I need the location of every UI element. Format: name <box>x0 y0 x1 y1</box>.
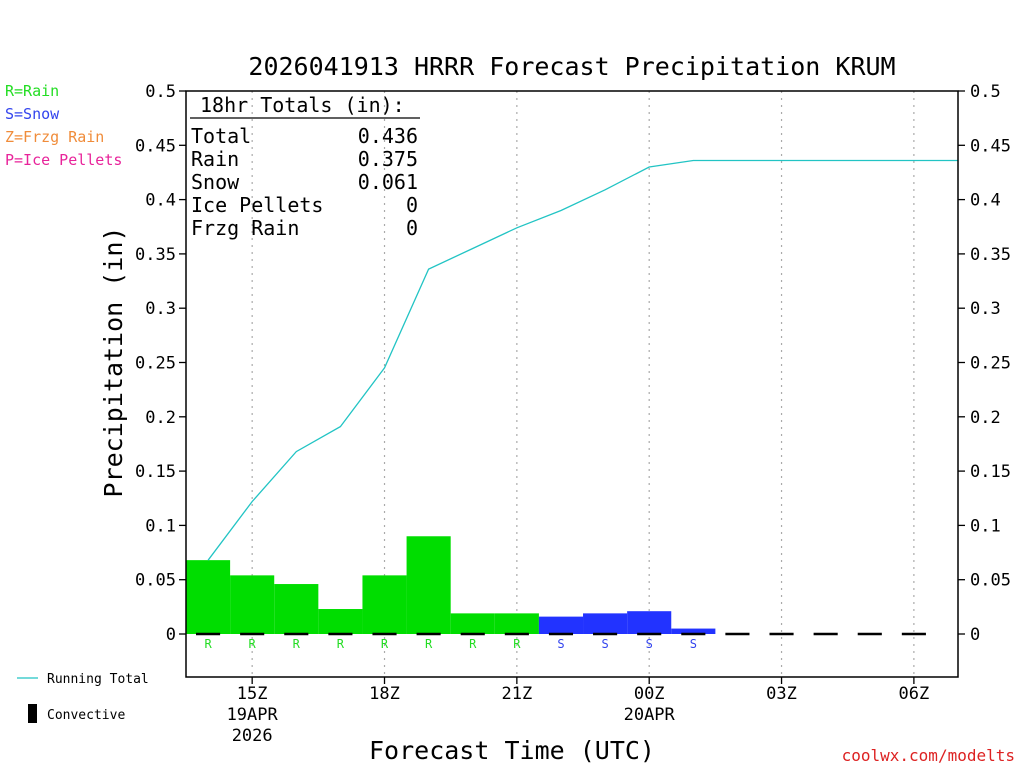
precip-type-letter: R <box>204 637 212 651</box>
y-tick-label-left: 0 <box>166 625 176 645</box>
totals-value: 0 <box>406 216 418 240</box>
precip-type-legend-item: P=Ice Pellets <box>5 151 122 169</box>
totals-box: 18hr Totals (in): Total 0.436 Rain 0.375 Sno… <box>190 93 420 240</box>
running-total-legend-label: Running Total <box>47 672 149 687</box>
y-tick-label-right: 0.5 <box>970 82 1001 102</box>
totals-label: Frzg Rain <box>191 216 299 240</box>
precip-bar <box>583 613 628 634</box>
totals-value: 0.061 <box>358 170 418 194</box>
precip-type-legend-item: S=Snow <box>5 105 60 123</box>
precip-bar <box>230 575 275 634</box>
precip-type-legend: R=Rain S=Snow Z=Frzg Rain P=Ice Pellets <box>5 82 122 169</box>
y-axis-label: Precipitation (in) <box>99 227 128 498</box>
y-tick-label-right: 0.25 <box>970 354 1011 374</box>
precip-bar <box>318 609 363 634</box>
totals-label: Total <box>191 124 251 148</box>
precip-type-letter: S <box>557 637 564 651</box>
precip-bar <box>274 584 319 634</box>
y-tick-label-right: 0.4 <box>970 191 1001 211</box>
y-tick-label-left: 0.2 <box>145 408 176 428</box>
plot-frame <box>185 90 959 678</box>
precip-type-letter: R <box>337 637 345 651</box>
x-tick-sublabel: 2026 <box>232 726 273 746</box>
totals-value: 0.436 <box>358 124 418 148</box>
precip-type-legend-item: R=Rain <box>5 82 59 100</box>
running-total-line <box>207 159 958 561</box>
precip-bar <box>450 613 495 634</box>
x-tick-label: 18Z <box>369 684 400 704</box>
y-tick-label-left: 0.25 <box>135 354 176 374</box>
x-tick-sublabel: 20APR <box>624 705 676 725</box>
grid-lines <box>251 91 915 677</box>
precip-type-letter: R <box>469 637 477 651</box>
y-tick-label-right: 0.15 <box>970 462 1011 482</box>
precip-type-letter: R <box>513 637 521 651</box>
convective-legend-label: Convective <box>47 708 125 723</box>
y-tick-label-left: 0.45 <box>135 136 176 156</box>
precip-bar <box>186 560 231 634</box>
y-tick-label-left: 0.3 <box>145 299 176 319</box>
precip-bar <box>627 611 672 634</box>
y-tick-label-left: 0.4 <box>145 191 176 211</box>
y-tick-label-left: 0.05 <box>135 571 176 591</box>
credit-text: coolwx.com/modelts <box>842 746 1015 765</box>
y-tick-label-right: 0.1 <box>970 516 1001 536</box>
y-tick-label-right: 0.45 <box>970 136 1011 156</box>
precip-type-letter: S <box>690 637 697 651</box>
totals-label: Snow <box>191 170 240 194</box>
precip-type-letter: R <box>293 637 301 651</box>
totals-label: Ice Pellets <box>191 193 323 217</box>
y-tick-label-left: 0.1 <box>145 516 176 536</box>
precip-bar <box>671 628 716 634</box>
y-tick-label-left: 0.35 <box>135 245 176 265</box>
precip-bar <box>406 536 451 634</box>
x-tick-label: 03Z <box>766 684 797 704</box>
totals-label: Rain <box>191 147 239 171</box>
precip-bars <box>186 536 716 634</box>
x-tick-label: 21Z <box>501 684 532 704</box>
x-tick-label: 06Z <box>899 684 930 704</box>
precip-bar <box>362 575 407 634</box>
x-tick-sublabel: 19APR <box>227 705 279 725</box>
y-tick-label-left: 0.5 <box>145 82 176 102</box>
y-tick-label-right: 0.05 <box>970 571 1011 591</box>
y-axis-left: 0 0.05 0.1 0.15 0.2 0.25 0.3 0.35 0.4 0.45 0.5 <box>135 82 186 645</box>
x-tick-label: 00Z <box>634 684 665 704</box>
y-tick-label-left: 0.15 <box>135 462 176 482</box>
series-legend: Running Total Convective <box>17 672 149 723</box>
precip-type-legend-item: Z=Frzg Rain <box>5 128 104 146</box>
y-axis-right: 0 0.05 0.1 0.15 0.2 0.25 0.3 0.35 0.4 0.45 0.5 <box>958 82 1011 645</box>
convective-legend-swatch <box>28 704 37 723</box>
x-tick-label: 15Z <box>237 684 268 704</box>
precip-type-letter: R <box>249 637 257 651</box>
totals-header: 18hr Totals (in): <box>200 93 405 117</box>
totals-value: 0.375 <box>358 147 418 171</box>
precip-bar <box>538 616 584 634</box>
precip-type-letter: S <box>646 637 653 651</box>
totals-value: 0 <box>406 193 418 217</box>
precip-type-letter: R <box>425 637 433 651</box>
x-axis-label: Forecast Time (UTC) <box>369 736 655 765</box>
y-tick-label-right: 0.3 <box>970 299 1001 319</box>
precip-type-letter: S <box>601 637 608 651</box>
precip-bar <box>494 613 539 634</box>
precip-type-letter: R <box>381 637 389 651</box>
chart-title: 2026041913 HRRR Forecast Precipitation K… <box>248 52 895 81</box>
y-tick-label-right: 0.2 <box>970 408 1001 428</box>
y-tick-label-right: 0 <box>970 625 980 645</box>
y-tick-label-right: 0.35 <box>970 245 1011 265</box>
